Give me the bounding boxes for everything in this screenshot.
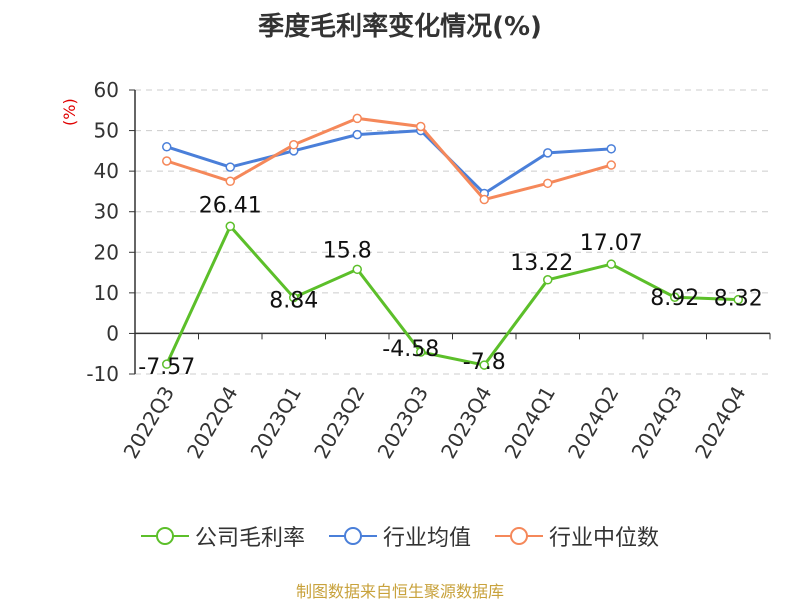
x-tick-label: 2023Q2 xyxy=(309,382,369,463)
data-label: -7.8 xyxy=(463,350,506,375)
legend-marker-industry-mean xyxy=(328,526,377,546)
x-tick-label: 2023Q3 xyxy=(373,382,433,463)
data-point xyxy=(543,178,553,189)
legend-marker-company xyxy=(140,526,189,546)
y-tick-label: 30 xyxy=(94,200,119,224)
data-label: -7.57 xyxy=(138,355,195,380)
data-point xyxy=(162,142,172,152)
data-point xyxy=(733,294,743,305)
chart-title: 季度毛利率变化情况(%) xyxy=(258,12,542,42)
legend-label-industry-mean: 行业均值 xyxy=(382,526,471,551)
x-tick-label: 2023Q4 xyxy=(436,382,496,463)
data-point xyxy=(606,144,616,154)
x-tick-label: 2024Q2 xyxy=(563,382,623,463)
y-tick-label: 20 xyxy=(94,240,119,264)
legend-label-company: 公司毛利率 xyxy=(194,526,305,551)
x-tick-label: 2024Q3 xyxy=(627,382,687,463)
data-point xyxy=(352,264,362,275)
data-point xyxy=(606,259,616,269)
data-point xyxy=(289,140,299,150)
data-point xyxy=(479,360,489,370)
data-label: 15.8 xyxy=(323,238,372,263)
data-point xyxy=(416,347,426,357)
series-line xyxy=(166,129,612,195)
y-tick-label: 60 xyxy=(94,78,119,102)
data-label: 17.07 xyxy=(580,231,643,256)
data-point xyxy=(225,176,235,187)
data-point xyxy=(352,129,362,140)
x-tick-label: 2022Q4 xyxy=(182,382,242,463)
data-point xyxy=(670,292,680,302)
legend-label-industry-median: 行业中位数 xyxy=(549,526,660,551)
x-tick-label: 2024Q1 xyxy=(500,382,560,463)
data-point xyxy=(543,148,553,158)
data-point xyxy=(289,292,299,303)
y-tick-label: -10 xyxy=(86,362,119,386)
source-note: 制图数据来自恒生聚源数据库 xyxy=(295,582,504,601)
data-label: 8.84 xyxy=(269,289,318,314)
data-point xyxy=(416,121,426,132)
series-line xyxy=(165,224,739,367)
legend: 公司毛利率 行业均值 行业中位数 xyxy=(0,520,800,552)
data-label: 26.41 xyxy=(199,193,262,218)
data-point xyxy=(606,160,616,170)
data-label: 8.32 xyxy=(714,287,763,312)
legend-item-company[interactable]: 公司毛利率 xyxy=(140,520,305,552)
data-label: -4.58 xyxy=(382,337,439,362)
y-tick-label: 40 xyxy=(94,159,119,183)
data-point xyxy=(225,221,235,232)
data-point xyxy=(352,113,362,124)
y-tick-label: 50 xyxy=(94,119,119,143)
x-tick-label: 2023Q1 xyxy=(246,382,306,463)
series-line xyxy=(166,116,612,202)
data-label: 8.92 xyxy=(650,286,699,311)
legend-item-industry-mean[interactable]: 行业均值 xyxy=(328,520,471,552)
data-point xyxy=(162,359,172,369)
legend-marker-industry-median xyxy=(495,526,543,546)
data-point xyxy=(543,275,553,285)
data-label: 13.22 xyxy=(510,251,573,276)
y-tick-label: 10 xyxy=(94,281,119,305)
data-point xyxy=(162,156,172,166)
x-tick-label: 2024Q4 xyxy=(690,382,750,463)
x-tick-label: 2022Q3 xyxy=(119,382,179,463)
legend-item-industry-median[interactable]: 行业中位数 xyxy=(495,520,659,552)
data-point xyxy=(479,194,489,205)
data-point xyxy=(225,162,235,172)
y-tick-label: 0 xyxy=(106,321,119,345)
